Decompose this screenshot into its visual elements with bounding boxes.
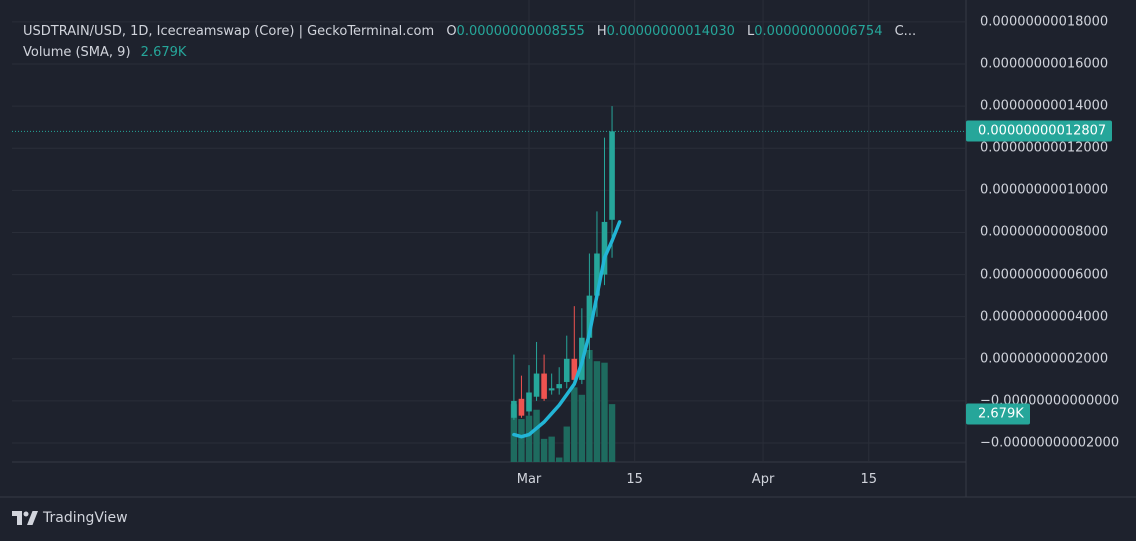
volume-tag: 2.679K [966,403,1030,425]
candle-body [533,373,540,397]
y-tick-label: 0.00000000010000 [980,182,1109,198]
volume-value: 2.679K [140,45,187,60]
y-tick-label: 0.00000000012000 [980,140,1109,156]
y-tick-label: 0.00000000016000 [980,56,1109,72]
x-tick-label: Apr [751,472,775,487]
volume-bar [540,438,548,462]
symbol-title: USDTRAIN/USD, 1D, Icecreamswap (Core) | … [23,24,435,39]
symbol-legend[interactable]: USDTRAIN/USD, 1D, Icecreamswap (Core) | … [23,24,916,39]
candle-body [526,392,532,412]
x-tick-label: 15 [626,472,643,487]
candle-body [594,253,600,296]
volume-bar [556,457,563,462]
volume-bar [525,415,533,462]
candle-body [548,388,555,391]
volume-bar [548,436,555,462]
candle-body [511,400,517,418]
high-value: 0.00000000014030 [606,24,735,39]
volume-bar [533,409,540,462]
candle-body [609,131,615,220]
volume-bar [563,426,570,462]
tradingview-brand: TradingView [43,510,128,526]
volume-bar [608,404,616,462]
tradingview-logo-icon [12,511,38,525]
close-label: C... [894,24,917,39]
y-tick-label: −0.00000000002000 [980,435,1120,451]
volume-label: Volume (SMA, 9) [23,45,131,60]
x-tick-label: Mar [516,472,542,487]
candle-body [571,358,578,380]
low-value: 0.00000000006754 [754,24,883,39]
volume-bar [578,394,586,462]
volume-bar [601,362,608,462]
open-label: O [446,24,457,39]
candles [511,106,615,420]
y-tick-label: 0.00000000014000 [980,98,1109,114]
volume-bar [593,361,601,462]
candle-body [541,373,547,399]
volume-bar [586,350,593,462]
y-tick-label: 0.00000000004000 [980,309,1109,325]
y-tick-label: 0.00000000006000 [980,267,1109,283]
volume-legend[interactable]: Volume (SMA, 9) 2.679K [23,45,186,60]
last-price-tag: 0.00000000012807 [966,120,1113,142]
sma-line-group [512,220,622,439]
grid [0,0,1136,498]
open-value: 0.00000000008555 [456,24,585,39]
volume-bar [518,419,525,462]
candle-body [586,295,593,338]
y-tick-label: 0.00000000018000 [980,14,1109,30]
sma-line [512,220,622,439]
candle-body [518,398,525,416]
low-label: L [747,24,755,39]
tradingview-footer[interactable]: TradingView [12,510,128,526]
high-label: H [596,24,607,39]
candle-body [556,384,562,389]
y-tick-label: 0.00000000008000 [980,224,1109,240]
candle-body [601,221,608,275]
candle-body [563,358,570,382]
volume-bar [571,387,578,462]
y-tick-label: 0.00000000002000 [980,351,1109,367]
x-tick-label: 15 [860,472,878,487]
